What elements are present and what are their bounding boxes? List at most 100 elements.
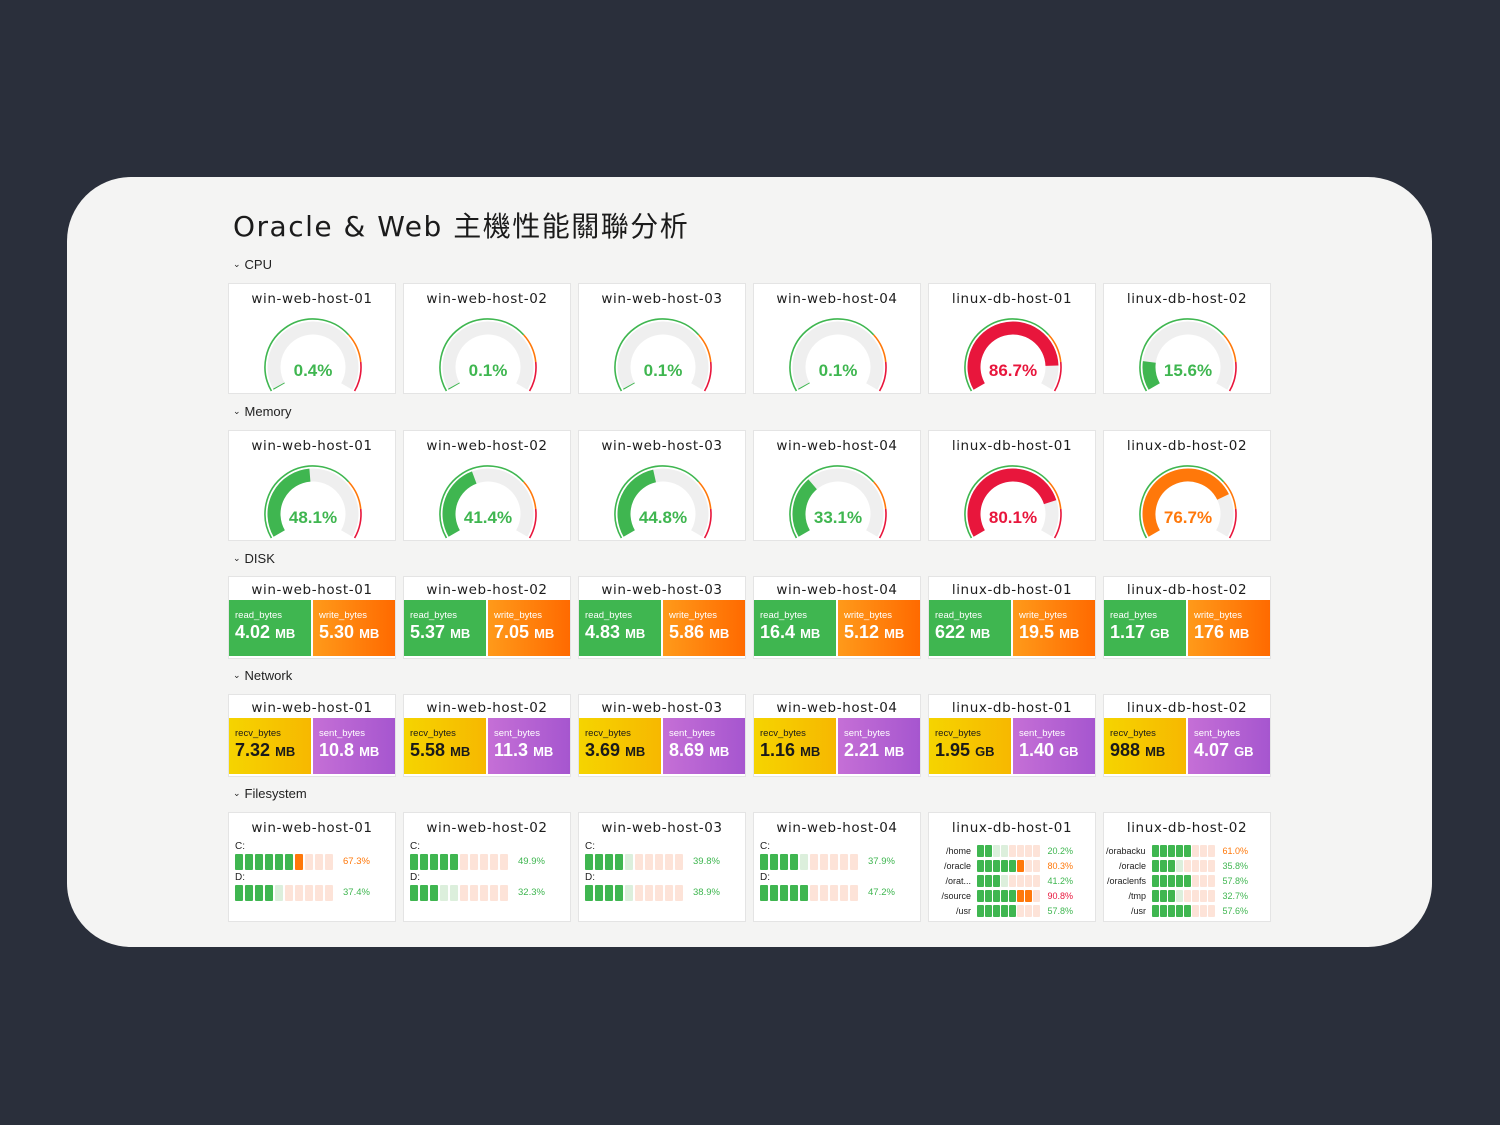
- bar-segments: [977, 844, 1040, 857]
- cpu-gauge-panel[interactable]: linux-db-host-02 15.6%: [1103, 283, 1271, 394]
- disk-section-toggle[interactable]: ⌄ DISK: [233, 551, 275, 566]
- bar-segment: [235, 853, 243, 870]
- stat-value: 3.69: [585, 740, 621, 760]
- panel-title: win-web-host-01: [251, 438, 373, 454]
- drive-label: C:: [235, 841, 245, 852]
- memory-gauge: 48.1%: [263, 464, 363, 539]
- threshold-red: [528, 361, 537, 392]
- cpu-gauge-panel[interactable]: win-web-host-04 0.1%: [753, 283, 921, 394]
- gauge-value-arc: [442, 471, 477, 537]
- disk-stat-panel[interactable]: win-web-host-02 read_bytes 5.37 MB write_by…: [403, 576, 571, 659]
- stat-value: 176: [1194, 622, 1225, 642]
- stat-group: read_bytes 622 MB write_bytes 19.5 MB: [929, 600, 1095, 656]
- disk-stat-panel[interactable]: win-web-host-01 read_bytes 4.02 MB write_by…: [228, 576, 396, 659]
- bar-segment: [625, 884, 633, 901]
- filesystem-body: C: 67.3% D: 37.4%: [229, 836, 395, 902]
- stat-label: sent_bytes: [1194, 728, 1240, 739]
- bar-segment: [977, 844, 984, 857]
- mount-usage: 57.8%: [1222, 875, 1249, 886]
- bar-segment: [1176, 904, 1183, 917]
- network-stat-panel[interactable]: linux-db-host-02 recv_bytes 988 MB sent_byt…: [1103, 694, 1271, 777]
- bar-segment: [993, 904, 1000, 917]
- drive-usage: 32.3%: [518, 887, 545, 898]
- bar-segment: [977, 889, 984, 902]
- network-stat-panel[interactable]: win-web-host-03 recv_bytes 3.69 MB sent_byt…: [578, 694, 746, 777]
- memory-gauge: 44.8%: [613, 464, 713, 539]
- stat-group: read_bytes 4.83 MB write_bytes 5.86 MB: [579, 600, 745, 656]
- bar-segment: [500, 853, 508, 870]
- read-stat: read_bytes 5.37 MB: [404, 600, 486, 656]
- disk-stat-panel[interactable]: win-web-host-03 read_bytes 4.83 MB write_by…: [578, 576, 746, 659]
- memory-gauge-panel[interactable]: win-web-host-02 41.4%: [403, 430, 571, 541]
- network-stat-panel[interactable]: linux-db-host-01 recv_bytes 1.95 GB sent_by…: [928, 694, 1096, 777]
- filesystem-panel[interactable]: linux-db-host-01/home 20.2%/oracle 80.3%/o…: [928, 812, 1096, 922]
- memory-gauge-panel[interactable]: win-web-host-04 33.1%: [753, 430, 921, 541]
- mount-row: /orabackup 61.0%: [1106, 843, 1266, 858]
- filesystem-panel[interactable]: win-web-host-03 C: 39.8% D: 38.9%: [578, 812, 746, 922]
- threshold-red: [703, 361, 712, 392]
- stat-unit: MB: [884, 626, 905, 641]
- stat-value: 5.30: [319, 622, 355, 642]
- stat-unit: MB: [450, 744, 471, 759]
- network-section-toggle[interactable]: ⌄ Network: [233, 668, 292, 683]
- bar-segment: [265, 853, 273, 870]
- bar-segment: [1192, 889, 1199, 902]
- memory-gauge-panel[interactable]: win-web-host-01 48.1%: [228, 430, 396, 541]
- cpu-gauge-panel[interactable]: win-web-host-02 0.1%: [403, 283, 571, 394]
- bar-segment: [1025, 874, 1032, 887]
- stat-unit: MB: [884, 744, 905, 759]
- disk-stat-panel[interactable]: win-web-host-04 read_bytes 16.4 MB write_by…: [753, 576, 921, 659]
- drive-usage: 67.3%: [343, 856, 370, 867]
- stat-unit: GB: [1150, 626, 1170, 641]
- section-label: Memory: [244, 404, 292, 419]
- stat-label: recv_bytes: [585, 728, 631, 739]
- stat-value-wrap: 16.4 MB: [760, 622, 831, 643]
- bar-segment: [595, 853, 603, 870]
- filesystem-panel[interactable]: win-web-host-02 C: 49.9% D: 32.3%: [403, 812, 571, 922]
- bar-segment: [1001, 844, 1008, 857]
- mount-row: /home 20.2%: [931, 843, 1091, 858]
- cpu-section-toggle[interactable]: ⌄ CPU: [233, 257, 272, 272]
- sent-stat: sent_bytes 10.8 MB: [313, 718, 395, 774]
- filesystem-panel[interactable]: win-web-host-04 C: 37.9% D: 47.2%: [753, 812, 921, 922]
- stat-group: recv_bytes 1.16 MB sent_bytes 2.21 MB: [754, 718, 920, 774]
- stat-label: read_bytes: [235, 610, 283, 621]
- memory-section-toggle[interactable]: ⌄ Memory: [233, 404, 292, 419]
- sent-stat: sent_bytes 2.21 MB: [838, 718, 920, 774]
- gauge-value: 86.7%: [988, 361, 1038, 380]
- threshold-green: [789, 465, 875, 539]
- stat-value: 4.07: [1194, 740, 1230, 760]
- mount-label: /source: [941, 890, 971, 901]
- cpu-gauge-panel[interactable]: linux-db-host-01 86.7%: [928, 283, 1096, 394]
- drive-usage: 37.4%: [343, 887, 370, 898]
- filesystem-panel[interactable]: linux-db-host-02/orabackup 61.0% /oracle 35…: [1103, 812, 1271, 922]
- threshold-orange: [1048, 481, 1062, 510]
- threshold-orange: [873, 481, 887, 510]
- bar-segment: [625, 853, 633, 870]
- bar-segment: [410, 884, 418, 901]
- mount-label: /tmp: [1128, 890, 1146, 901]
- bar-segments: [977, 904, 1040, 917]
- disk-stat-panel[interactable]: linux-db-host-01 read_bytes 622 MB write_by…: [928, 576, 1096, 659]
- filesystem-panel[interactable]: win-web-host-01 C: 67.3% D: 37.4%: [228, 812, 396, 922]
- panel-title: win-web-host-03: [601, 700, 723, 716]
- bar-segment: [993, 859, 1000, 872]
- cpu-gauge-panel[interactable]: win-web-host-03 0.1%: [578, 283, 746, 394]
- bar-segment: [1200, 844, 1207, 857]
- panel-title: win-web-host-04: [776, 582, 898, 598]
- disk-stat-panel[interactable]: linux-db-host-02 read_bytes 1.17 GB write_b…: [1103, 576, 1271, 659]
- network-stat-panel[interactable]: win-web-host-04 recv_bytes 1.16 MB sent_byt…: [753, 694, 921, 777]
- bar-segment: [1009, 889, 1016, 902]
- memory-gauge-panel[interactable]: win-web-host-03 44.8%: [578, 430, 746, 541]
- network-stat-panel[interactable]: win-web-host-01 recv_bytes 7.32 MB sent_byt…: [228, 694, 396, 777]
- stat-value: 16.4: [760, 622, 796, 642]
- bar-segment: [420, 853, 428, 870]
- filesystem-section-toggle[interactable]: ⌄ Filesystem: [233, 786, 307, 801]
- gauge-value-arc: [617, 469, 657, 537]
- cpu-gauge-panel[interactable]: win-web-host-01 0.4%: [228, 283, 396, 394]
- memory-gauge-panel[interactable]: linux-db-host-01 80.1%: [928, 430, 1096, 541]
- network-stat-panel[interactable]: win-web-host-02 recv_bytes 5.58 MB sent_byt…: [403, 694, 571, 777]
- threshold-red: [353, 361, 362, 392]
- memory-gauge-panel[interactable]: linux-db-host-02 76.7%: [1103, 430, 1271, 541]
- read-stat: read_bytes 4.02 MB: [229, 600, 311, 656]
